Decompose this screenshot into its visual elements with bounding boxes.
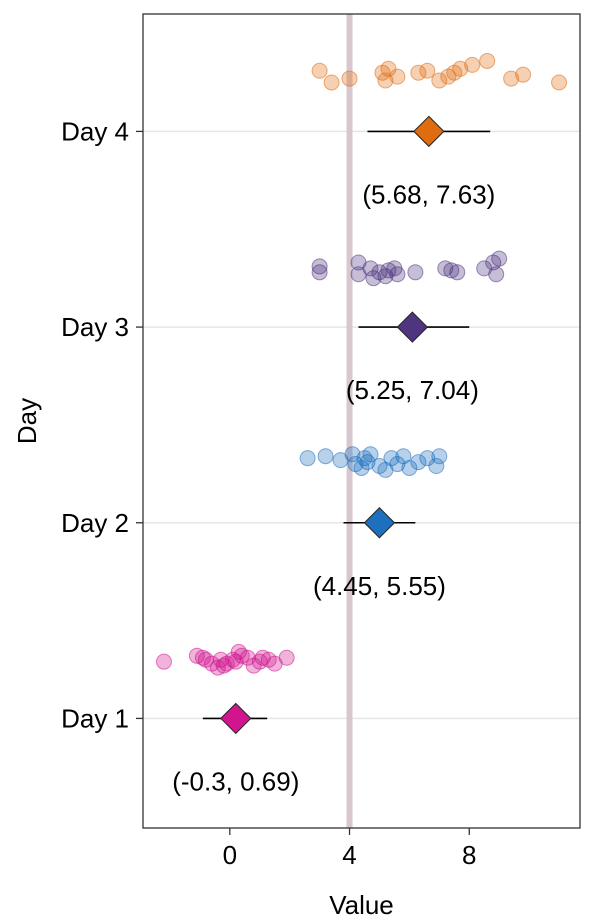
data-point — [317, 448, 334, 465]
data-point — [383, 450, 400, 467]
y-tick-label: Day 3 — [61, 312, 129, 342]
ci-label: (-0.3, 0.69) — [172, 766, 299, 796]
data-point — [452, 60, 469, 77]
data-point — [194, 649, 211, 666]
estimate-diamond — [396, 311, 429, 343]
data-point — [428, 458, 445, 475]
data-point — [344, 446, 361, 463]
data-point — [443, 262, 460, 279]
data-point — [407, 264, 424, 281]
data-point — [491, 250, 508, 267]
data-point — [299, 450, 316, 467]
data-point — [377, 72, 394, 89]
data-point — [215, 657, 232, 674]
data-point — [380, 262, 397, 279]
data-point — [353, 459, 370, 476]
estimate-diamond — [413, 115, 445, 148]
data-point — [431, 448, 448, 465]
data-point — [362, 446, 379, 463]
y-axis-title: Day — [12, 398, 42, 444]
data-point — [155, 653, 172, 670]
data-point — [503, 70, 520, 87]
axis-layer: Day 1 Day 2 Day 3 Day 4 0 4 8 — [61, 116, 476, 870]
data-point — [323, 74, 340, 91]
ci-label-layer: (-0.3, 0.69) (4.45, 5.55) (5.25, 7.04) (5.6… — [172, 179, 495, 796]
data-point — [362, 260, 379, 277]
estimate-diamond — [220, 702, 252, 735]
data-point — [311, 258, 328, 275]
data-point — [341, 70, 358, 87]
x-tick-label: 8 — [462, 840, 476, 870]
points-layer — [155, 52, 568, 676]
data-point — [488, 266, 505, 283]
ci-layer — [202, 115, 491, 735]
data-point — [227, 653, 244, 670]
data-point — [401, 459, 418, 476]
ci-label: (4.45, 5.55) — [313, 571, 446, 601]
data-point — [515, 66, 532, 83]
data-point — [365, 270, 382, 287]
data-point — [233, 647, 250, 664]
data-point — [449, 264, 466, 281]
x-tick-label: 0 — [223, 840, 237, 870]
y-tick-label: Day 2 — [61, 508, 129, 538]
data-point — [389, 266, 406, 283]
gridlines — [143, 130, 580, 720]
x-axis-title: Value — [329, 890, 394, 920]
data-point — [188, 647, 205, 664]
data-point — [464, 56, 481, 73]
estimate-diamond — [363, 507, 396, 539]
data-point — [311, 264, 328, 281]
panel-border — [142, 13, 581, 829]
data-point — [311, 62, 328, 79]
data-point — [419, 62, 436, 79]
data-point — [437, 260, 454, 277]
data-point — [389, 68, 406, 85]
data-point — [410, 454, 427, 471]
data-point — [551, 74, 568, 91]
x-tick-label: 4 — [342, 840, 356, 870]
ci-label: (5.68, 7.63) — [362, 179, 495, 209]
ci-label: (5.25, 7.04) — [346, 375, 479, 405]
data-point — [278, 649, 295, 666]
data-point — [479, 52, 496, 69]
y-tick-label: Day 1 — [61, 703, 129, 733]
y-tick-label: Day 4 — [61, 116, 129, 146]
data-point — [431, 72, 448, 89]
